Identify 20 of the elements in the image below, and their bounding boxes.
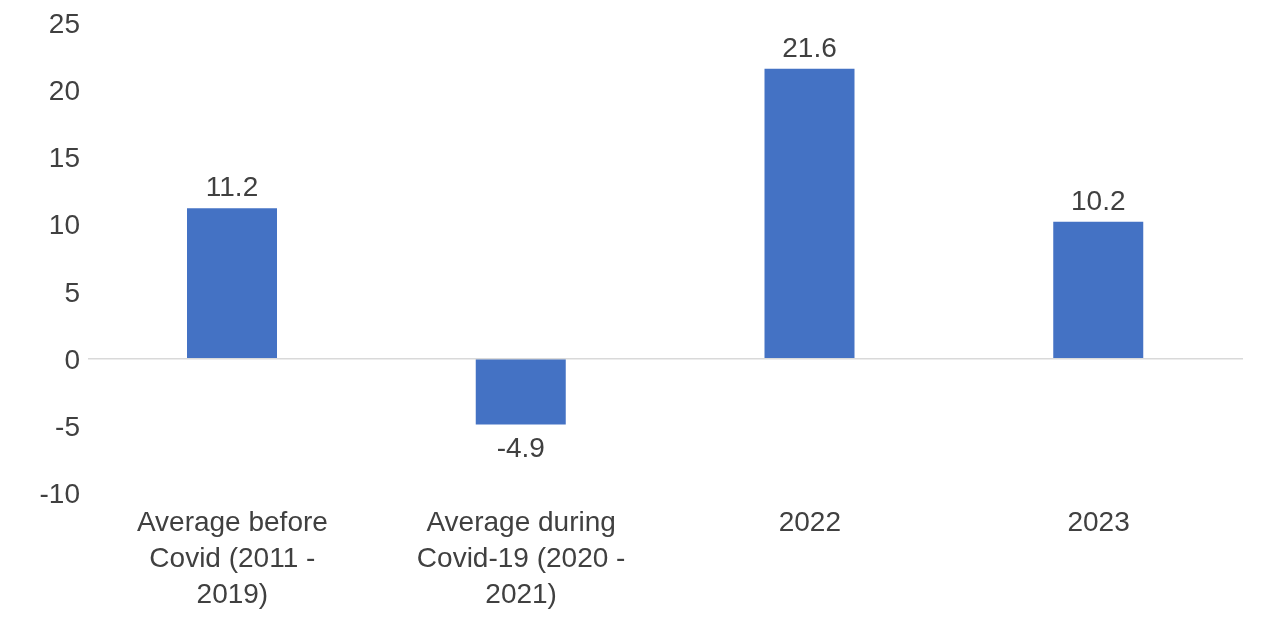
- y-tick-label: 25: [48, 7, 80, 39]
- data-label: -4.9: [496, 431, 545, 463]
- data-label: 10.2: [1071, 184, 1126, 216]
- x-tick-label: 2022: [778, 506, 842, 537]
- y-tick-label: 10: [48, 209, 80, 241]
- data-label: 11.2: [205, 171, 259, 203]
- x-tick-label: 2023: [1067, 506, 1130, 537]
- bar: [764, 68, 855, 359]
- y-tick-label: -10: [39, 477, 80, 509]
- y-tick-label: -5: [55, 410, 80, 442]
- x-tick-label: Average before Covid (2011 - 2019): [136, 506, 328, 609]
- y-tick-label: 5: [64, 276, 80, 308]
- data-label: 21.6: [782, 31, 837, 63]
- bar: [1053, 221, 1144, 359]
- y-tick-label: 0: [64, 343, 80, 375]
- bar: [475, 358, 566, 425]
- y-tick-label: 15: [48, 142, 80, 174]
- x-tick-label: Average during Covid-19 (2020 - 2021): [416, 506, 626, 609]
- y-tick-label: 20: [48, 75, 80, 107]
- bar: [187, 208, 277, 359]
